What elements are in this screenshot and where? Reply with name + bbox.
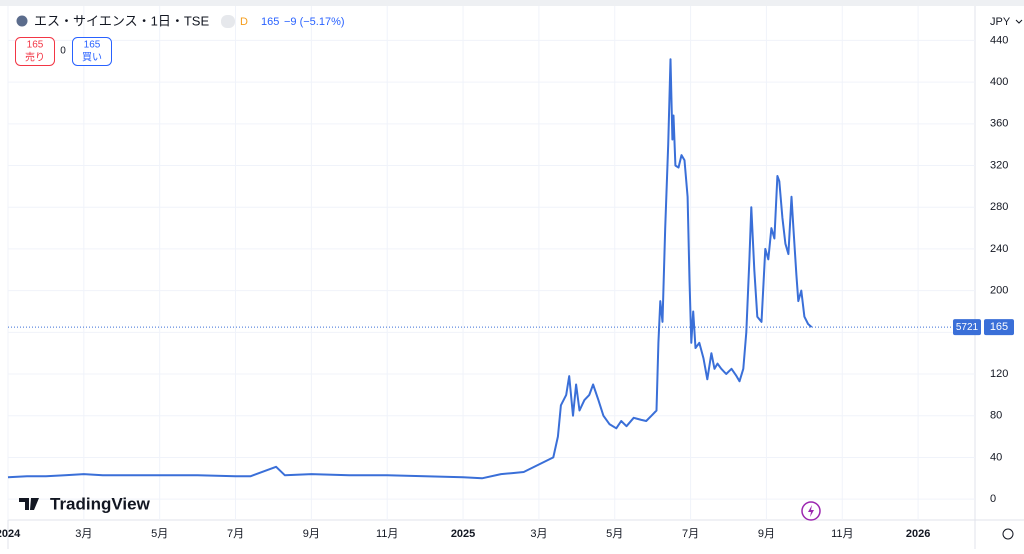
buy-price[interactable]: 165 <box>84 40 101 51</box>
x-tick-label: 2025 <box>451 528 475 540</box>
x-tick-label: 3月 <box>530 528 547 540</box>
last-price: 165 <box>261 16 279 28</box>
x-tick-label: 7月 <box>682 528 699 540</box>
price-line-series <box>7 58 813 480</box>
y-tick-label: 200 <box>990 285 1008 297</box>
change: −9 (−5.17%) <box>284 16 345 28</box>
currency-caret[interactable] <box>1015 19 1023 24</box>
y-tick-label: 320 <box>990 159 1008 171</box>
y-tick-label: 40 <box>990 451 1002 463</box>
x-tick-label: 9月 <box>303 528 320 540</box>
x-tick-label: 2024 <box>0 528 21 540</box>
symbol-title: エス・サイエンス・1日・TSE <box>34 13 209 28</box>
top-border <box>0 0 1024 6</box>
buy-label[interactable]: 買い <box>82 52 102 64</box>
y-tick-label: 440 <box>990 34 1008 46</box>
price-label-bg <box>984 319 1014 336</box>
x-tick-label: 3月 <box>75 528 92 540</box>
buy-button[interactable] <box>72 37 112 66</box>
volume-label: 5721 <box>956 322 979 333</box>
y-tick-label: 0 <box>990 493 996 505</box>
x-tick-label: 5月 <box>151 528 168 540</box>
logo-text: TradingView <box>50 494 151 513</box>
symbol-icon <box>16 15 28 27</box>
currency[interactable]: JPY <box>990 16 1011 28</box>
event-bolt[interactable] <box>808 505 814 517</box>
y-tick-label: 400 <box>990 76 1008 88</box>
x-tick-label: 9月 <box>758 528 775 540</box>
x-tick-label: 7月 <box>227 528 244 540</box>
x-tick-label: 11月 <box>831 528 853 540</box>
y-tick-label: 80 <box>990 410 1002 422</box>
settings-icon[interactable] <box>1002 528 1014 540</box>
grid <box>7 6 975 520</box>
logo-icon <box>19 498 39 510</box>
y-tick-label: 240 <box>990 243 1008 255</box>
volume-label-bg <box>953 319 981 336</box>
x-tick-label: 11月 <box>376 528 398 540</box>
price-axis-label: 165 <box>990 321 1008 333</box>
interval-badge: D <box>240 16 248 28</box>
plot <box>7 58 975 480</box>
y-tick-label: 360 <box>990 118 1008 130</box>
y-tick-label: 280 <box>990 201 1008 213</box>
x-tick-label: 2026 <box>906 528 930 540</box>
y-tick-label: 120 <box>990 368 1008 380</box>
sell-button[interactable] <box>15 37 55 66</box>
spread: 0 <box>60 46 66 57</box>
sell-price[interactable]: 165 <box>27 40 44 51</box>
status-dot <box>221 15 235 28</box>
x-tick-label: 5月 <box>606 528 623 540</box>
sell-label[interactable]: 売り <box>25 51 45 64</box>
